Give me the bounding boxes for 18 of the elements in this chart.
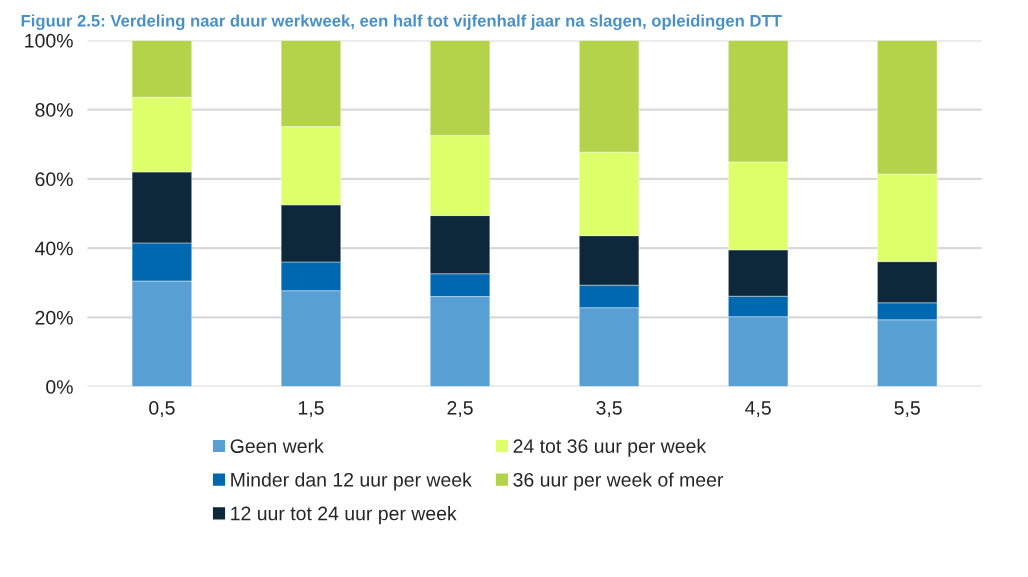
y-tick-label: 100% (25, 33, 73, 48)
x-tick-label: 1,5 (298, 401, 324, 418)
y-tick-label: 40% (35, 241, 73, 256)
y-tick-label: 80% (35, 103, 73, 117)
legend-label: 24 tot 36 uur per week (513, 438, 707, 457)
legend-label: 36 uur per week of meer (513, 472, 724, 491)
x-tick-label: 5,5 (894, 401, 920, 418)
y-tick-label: 20% (35, 310, 73, 325)
x-tick-label: 2,5 (447, 400, 473, 418)
chart-title: Figuur 2.5: Verdeling naar duur werkweek, een half tot vijfenhalf jaar na slagen, opleidingen DTT (21, 14, 782, 31)
x-tick-label: 0,5 (149, 400, 175, 418)
legend-label: Minder dan 12 uur per week (231, 472, 472, 491)
legend-label: 12 uur tot 24 uur per week (231, 506, 457, 525)
legend-label: Geen werk (230, 438, 324, 453)
y-tick-label: 60% (35, 172, 73, 187)
x-tick-label: 3,5 (596, 400, 622, 418)
x-tick-label: 4,5 (745, 401, 771, 418)
y-tick-label: 0% (46, 380, 73, 394)
